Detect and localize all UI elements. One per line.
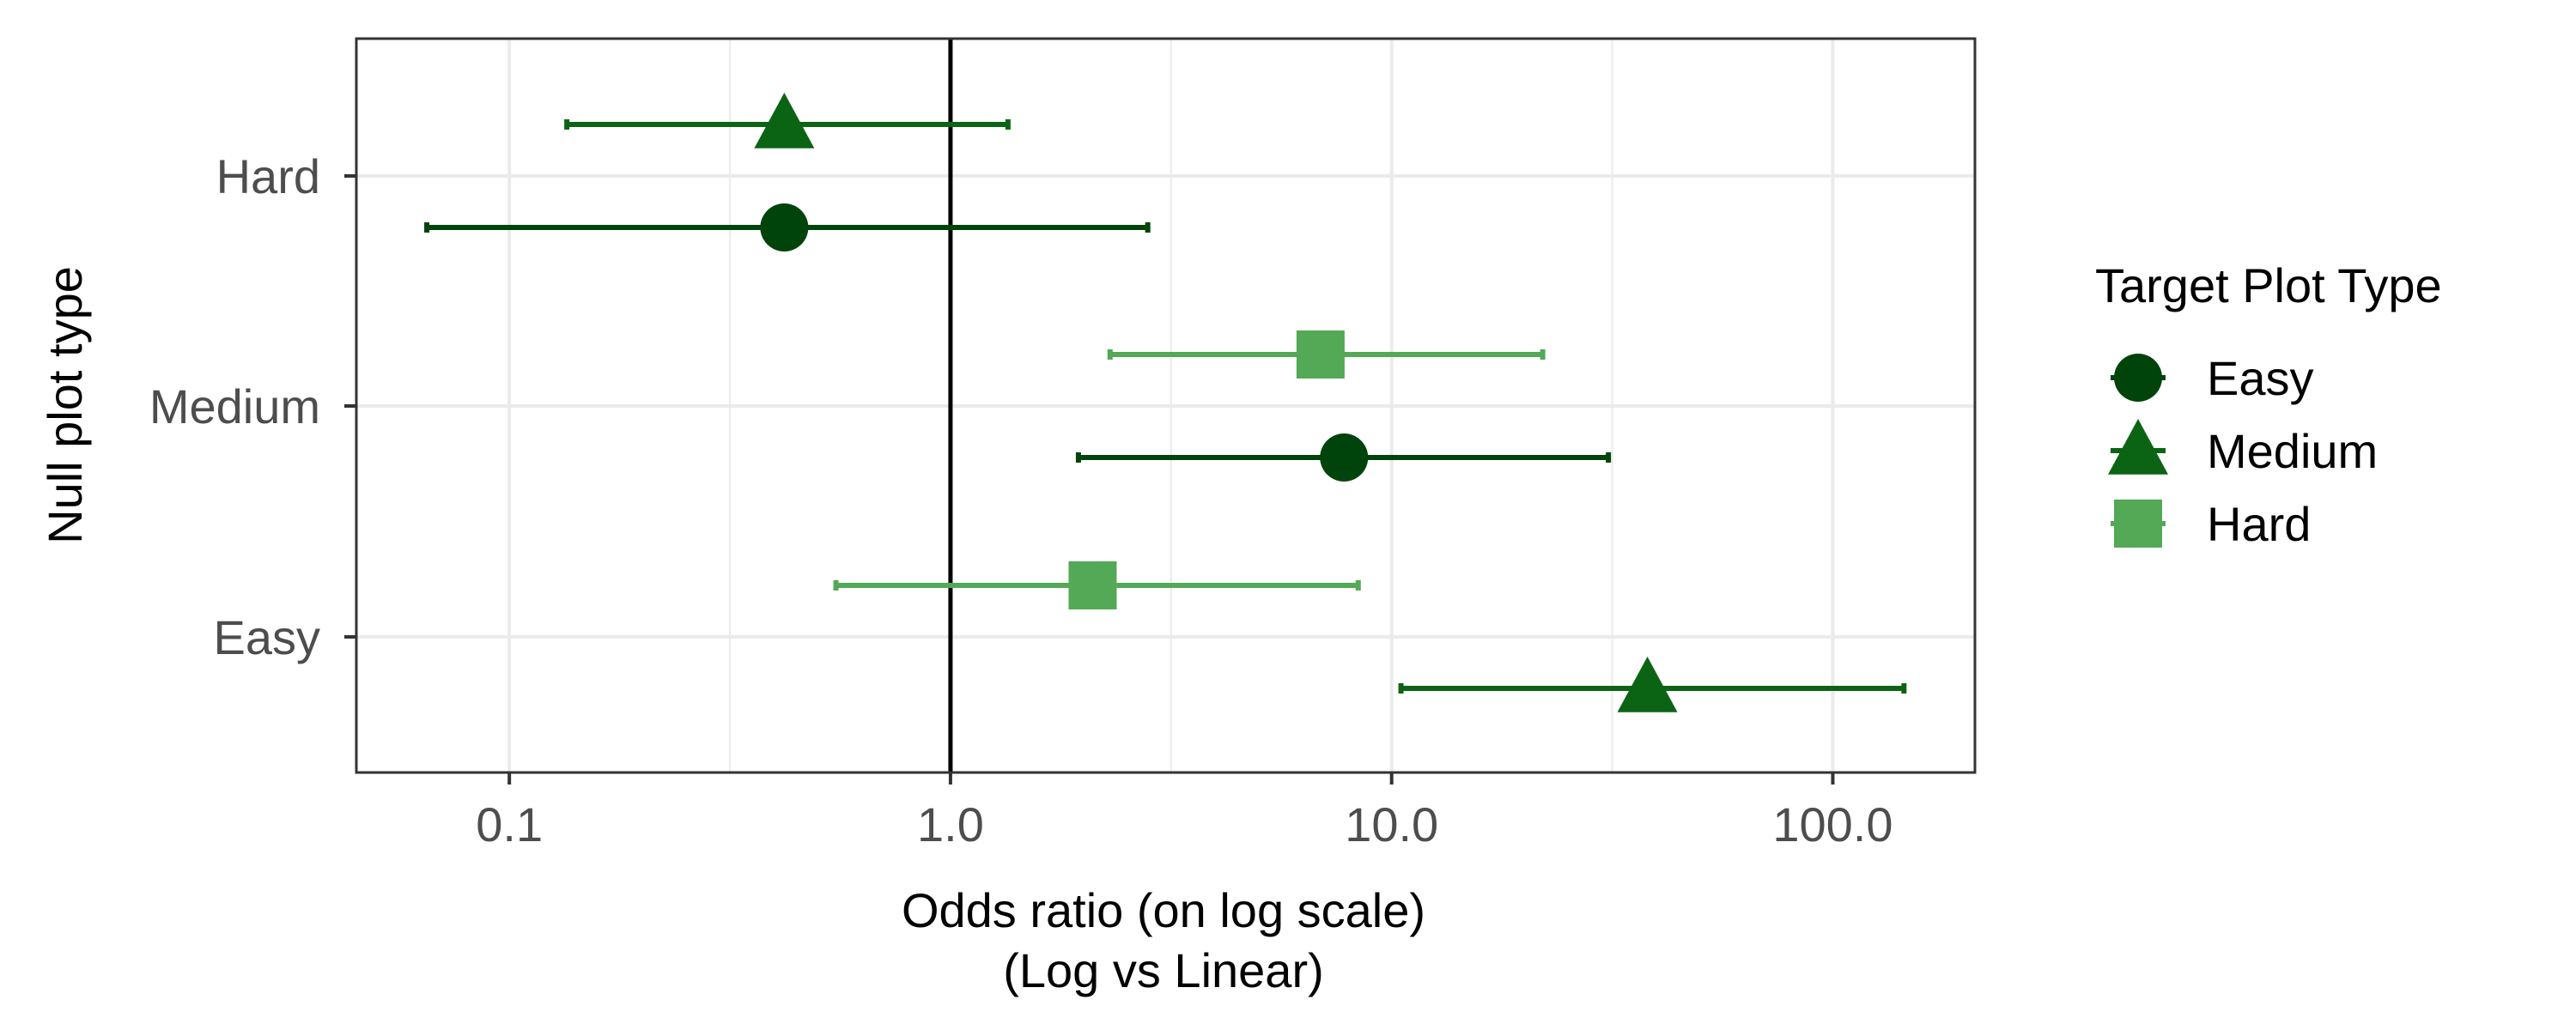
y-tick-label: Easy [214, 610, 321, 664]
legend-key-circle [2114, 354, 2162, 402]
x-tick-label: 10.0 [1345, 797, 1438, 851]
y-tick-label: Medium [149, 379, 320, 433]
data-point [1320, 433, 1369, 482]
data-point [754, 93, 815, 148]
legend-label: Easy [2207, 351, 2314, 405]
legend-key-triangle [2108, 419, 2168, 475]
data-point [1296, 330, 1345, 379]
axes: 0.1 1.0 10.0 100.0 Easy Medium Hard [149, 149, 1893, 851]
legend-entries: Easy Medium Hard [2108, 351, 2378, 551]
data-point [1068, 561, 1117, 609]
marks [424, 93, 1907, 712]
x-tick-label: 1.0 [917, 797, 984, 851]
legend-label: Hard [2207, 497, 2311, 551]
data-point [760, 203, 809, 251]
legend-title: Target Plot Type [2095, 258, 2442, 312]
x-tick-label: 100.0 [1772, 797, 1893, 851]
x-axis-title: Odds ratio (on log scale) [902, 883, 1425, 937]
data-point [1617, 657, 1678, 712]
x-tick-label: 0.1 [476, 797, 543, 851]
x-axis-title-line2: (Log vs Linear) [1003, 943, 1324, 997]
legend: Target Plot Type Easy Medium Hard [2095, 258, 2442, 551]
y-axis-title: Null plot type [38, 266, 92, 544]
legend-key-square [2114, 500, 2162, 548]
grid [356, 39, 1975, 772]
y-tick-label: Hard [216, 149, 320, 203]
legend-label: Medium [2207, 424, 2378, 478]
